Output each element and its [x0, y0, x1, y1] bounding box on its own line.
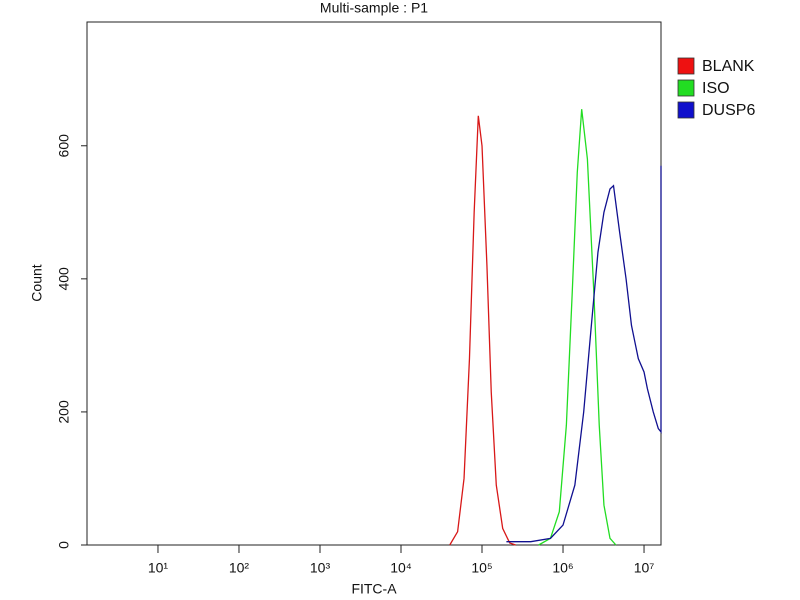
- y-axis-label: Count: [29, 264, 45, 301]
- series-line: [538, 109, 617, 546]
- x-tick-label: 10⁴: [390, 560, 412, 576]
- y-tick-label: 0: [56, 541, 72, 549]
- x-tick-label: 10⁵: [471, 560, 492, 576]
- legend-label: ISO: [702, 80, 730, 97]
- y-tick-label: 600: [56, 134, 72, 158]
- legend-label: DUSP6: [702, 102, 755, 119]
- legend-swatch: [677, 79, 695, 97]
- x-tick-label: 10²: [229, 560, 250, 576]
- series-line: [449, 115, 516, 546]
- plot-frame: [86, 21, 662, 546]
- y-tick-label: 200: [56, 400, 72, 424]
- legend-swatch: [677, 57, 695, 75]
- x-axis-label: FITC-A: [351, 581, 397, 597]
- legend-swatch: [677, 101, 695, 119]
- x-tick-label: 10⁷: [634, 560, 655, 576]
- x-tick-label: 10¹: [148, 560, 169, 576]
- x-tick-label: 10³: [310, 560, 331, 576]
- x-tick-label: 10⁶: [552, 560, 573, 576]
- legend-label: BLANK: [702, 58, 755, 75]
- series-line: [506, 165, 662, 543]
- chart-title: Multi-sample : P1: [320, 0, 428, 16]
- y-tick-label: 400: [56, 267, 72, 291]
